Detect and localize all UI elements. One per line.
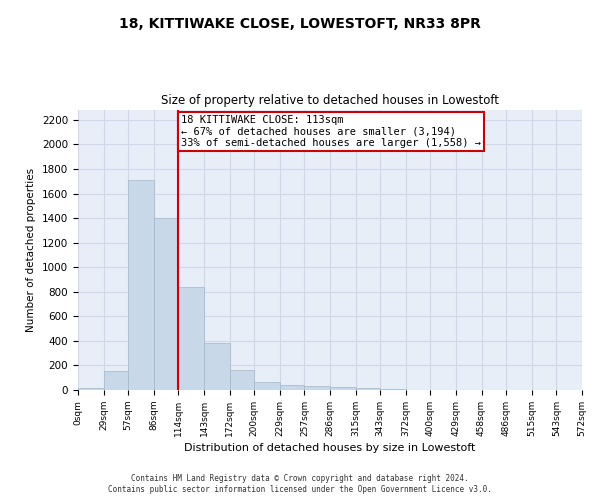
X-axis label: Distribution of detached houses by size in Lowestoft: Distribution of detached houses by size … — [184, 443, 476, 453]
Bar — [204, 342, 230, 390]
Bar — [254, 382, 280, 390]
Y-axis label: Number of detached properties: Number of detached properties — [26, 168, 37, 332]
Bar — [230, 370, 254, 390]
Bar — [380, 389, 406, 390]
Bar — [154, 218, 178, 390]
Bar — [78, 388, 104, 390]
Bar — [128, 180, 154, 390]
Text: 18, KITTIWAKE CLOSE, LOWESTOFT, NR33 8PR: 18, KITTIWAKE CLOSE, LOWESTOFT, NR33 8PR — [119, 18, 481, 32]
Text: 18 KITTIWAKE CLOSE: 113sqm
← 67% of detached houses are smaller (3,194)
33% of s: 18 KITTIWAKE CLOSE: 113sqm ← 67% of deta… — [181, 115, 481, 148]
Title: Size of property relative to detached houses in Lowestoft: Size of property relative to detached ho… — [161, 94, 499, 108]
Bar — [304, 386, 330, 390]
Bar — [280, 386, 304, 390]
Text: Contains HM Land Registry data © Crown copyright and database right 2024.
Contai: Contains HM Land Registry data © Crown c… — [108, 474, 492, 494]
Bar — [104, 371, 128, 390]
Bar — [330, 386, 356, 390]
Bar — [178, 287, 204, 390]
Bar — [356, 388, 380, 390]
